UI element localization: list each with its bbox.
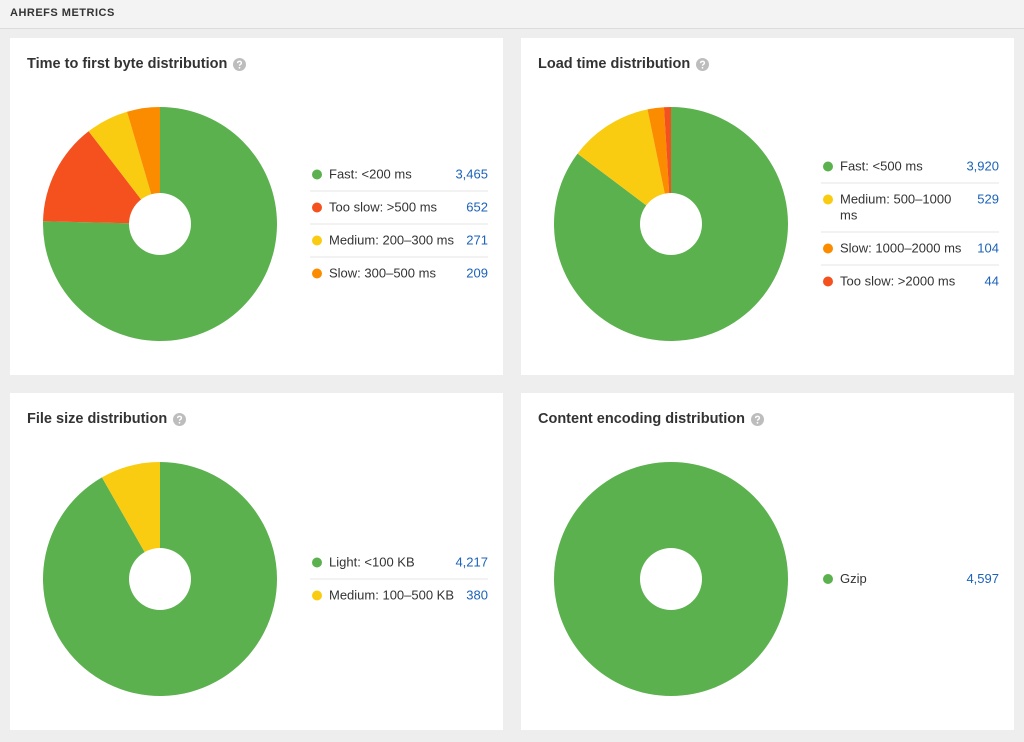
- legend-item: Too slow: >500 ms 652: [310, 192, 488, 225]
- legend-item: Fast: <200 ms 3,465: [310, 159, 488, 192]
- legend-swatch: [823, 243, 833, 254]
- help-icon: [751, 412, 765, 426]
- chart-panel: Content encoding distribution Gzip 4,597: [521, 393, 1014, 730]
- legend-label: Fast: <200 ms: [329, 166, 412, 182]
- legend: Fast: <500 ms 3,920 Medium: 500–1000 ms 529…: [821, 151, 999, 298]
- legend-swatch: [823, 574, 833, 584]
- pie-chart: [43, 107, 277, 341]
- chart-panel: Load time distribution Fast: <500 ms 3,920…: [521, 38, 1014, 375]
- pie-slice: [43, 131, 160, 224]
- legend-value: 4,597: [966, 571, 999, 586]
- pie-chart: [554, 462, 788, 696]
- legend-item: Too slow: >2000 ms 44: [821, 266, 999, 298]
- legend-item: Fast: <500 ms 3,920: [821, 151, 999, 184]
- legend-swatch: [312, 590, 322, 601]
- help-icon: [233, 57, 247, 71]
- legend-value: 3,920: [966, 158, 999, 174]
- pie-chart: [554, 107, 788, 341]
- help-icon-mark: [700, 60, 706, 66]
- help-icon-dot: [178, 421, 181, 424]
- legend-label: Gzip: [840, 571, 867, 586]
- legend: Gzip 4,597: [821, 563, 999, 595]
- help-icon-mark: [754, 415, 761, 421]
- header: AHREFS METRICS: [0, 0, 1024, 29]
- legend-swatch: [823, 194, 833, 205]
- legend-item: Medium: 200–300 ms 271: [310, 225, 488, 258]
- help-icon-dot: [238, 66, 241, 69]
- help-icon: [173, 412, 187, 426]
- legend-value: 44: [984, 273, 999, 289]
- panel-title-text: Content encoding distribution: [538, 411, 746, 427]
- legend-swatch: [823, 161, 833, 172]
- pie-slice: [101, 462, 160, 579]
- legend-swatch: [312, 557, 322, 568]
- legend-swatch: [312, 169, 322, 180]
- panel-title: Time to first byte distribution: [27, 56, 247, 72]
- help-icon-dot: [756, 421, 759, 424]
- legend-value: 104: [977, 240, 999, 256]
- donut-hole: [129, 193, 191, 255]
- legend-label: Fast: <500 ms: [840, 158, 923, 174]
- header-title: AHREFS METRICS: [10, 7, 115, 19]
- donut-hole: [640, 548, 702, 610]
- help-icon-mark: [177, 415, 183, 421]
- legend-item: Medium: 100–500 KB 380: [310, 580, 488, 612]
- legend-item: Slow: 1000–2000 ms 104: [821, 233, 999, 266]
- legend-label: Medium: 200–300 ms: [329, 232, 455, 248]
- panel-title: Content encoding distribution: [538, 411, 765, 427]
- panel-title-text: Load time distribution: [538, 56, 691, 72]
- legend-swatch: [823, 276, 833, 287]
- legend-value: 271: [466, 232, 488, 248]
- panel-title-text: Time to first byte distribution: [27, 56, 228, 72]
- chart-panel: File size distribution Light: <100 KB 4,21…: [10, 393, 503, 730]
- legend-item: Slow: 300–500 ms 209: [310, 258, 488, 290]
- chart-panel: Time to first byte distribution Fast: <20…: [10, 38, 503, 375]
- legend-label: Medium: 500–1000 ms: [840, 191, 952, 223]
- help-icon: [696, 57, 710, 71]
- legend-value: 529: [977, 191, 999, 207]
- legend: Fast: <200 ms 3,465 Too slow: >500 ms 652 Me…: [310, 159, 488, 290]
- legend-item: Medium: 500–1000 ms 529: [821, 184, 999, 233]
- legend: Light: <100 KB 4,217 Medium: 100–500 KB 380: [310, 547, 488, 612]
- legend-item: Gzip 4,597: [821, 563, 999, 595]
- help-icon-dot: [701, 66, 704, 69]
- donut-hole: [640, 193, 702, 255]
- legend-label: Light: <100 KB: [329, 554, 415, 570]
- legend-item: Light: <100 KB 4,217: [310, 547, 488, 580]
- panel-title: File size distribution: [27, 411, 187, 427]
- legend-value: 380: [466, 587, 488, 603]
- legend-value: 3,465: [455, 166, 488, 182]
- legend-label: Slow: 300–500 ms: [329, 265, 436, 281]
- legend-label: Slow: 1000–2000 ms: [840, 240, 962, 256]
- pie-chart: [43, 462, 277, 696]
- legend-value: 652: [466, 199, 488, 215]
- pie-slice: [88, 111, 160, 224]
- legend-value: 4,217: [455, 554, 488, 570]
- pie-slice: [577, 109, 671, 224]
- panel-title: Load time distribution: [538, 56, 710, 72]
- help-icon-mark: [237, 60, 243, 66]
- legend-value: 209: [466, 265, 488, 281]
- panel-title-text: File size distribution: [27, 411, 168, 427]
- donut-hole: [129, 548, 191, 610]
- legend-label: Medium: 100–500 KB: [329, 587, 455, 603]
- legend-swatch: [312, 202, 322, 213]
- legend-swatch: [312, 235, 322, 246]
- legend-swatch: [312, 268, 322, 279]
- legend-label: Too slow: >500 ms: [329, 199, 438, 215]
- legend-label: Too slow: >2000 ms: [840, 273, 956, 289]
